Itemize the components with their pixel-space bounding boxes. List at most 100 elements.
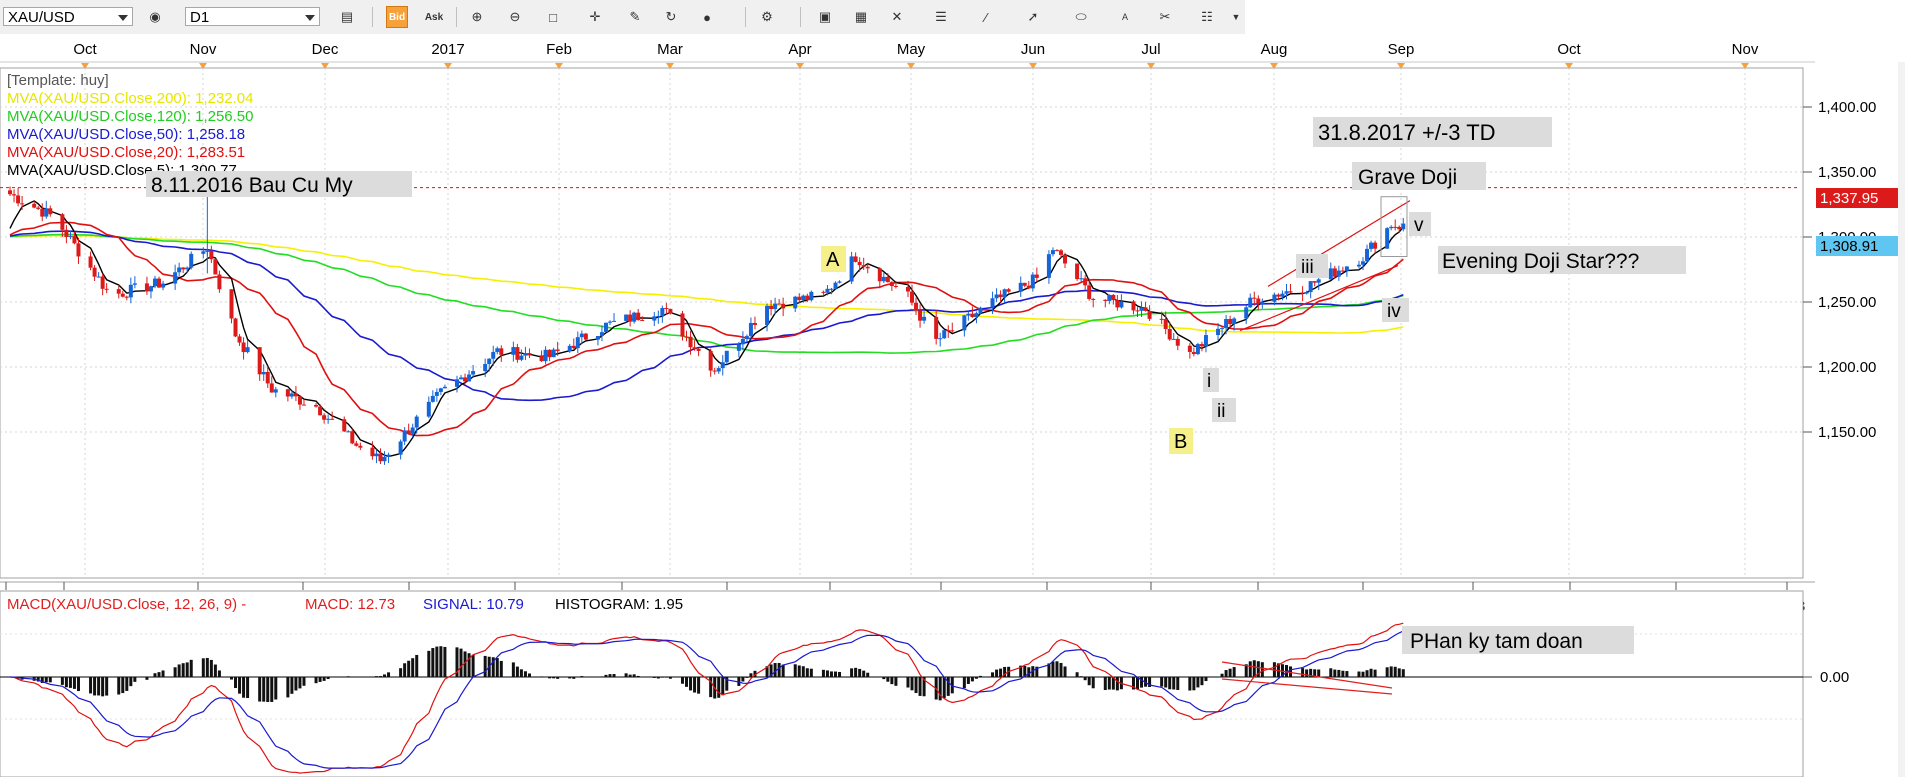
evening-doji-box bbox=[1438, 246, 1686, 274]
candle-body bbox=[314, 404, 319, 407]
macd-histogram-bar bbox=[797, 665, 801, 677]
symbol-select[interactable]: XAU/USD bbox=[3, 7, 133, 26]
macd-histogram-bar bbox=[298, 677, 302, 689]
month-marker-icon bbox=[907, 63, 915, 69]
zoom-icon[interactable]: ⊕ bbox=[471, 9, 483, 24]
bid-button[interactable]: Bid bbox=[386, 6, 408, 28]
candle-body bbox=[1252, 297, 1257, 299]
image-icon[interactable]: ▣ bbox=[818, 9, 832, 24]
macd-histogram-bar bbox=[1373, 669, 1377, 677]
refresh-icon[interactable]: ↻ bbox=[665, 9, 677, 24]
link-icon[interactable]: ◉ bbox=[149, 9, 161, 24]
toolbar: XAU/USD ◉ D1 ▤ Bid Ask ⊕ ⊖ □ ✛ ✎ ↻ ● ⚙ ▣… bbox=[0, 0, 1245, 35]
trendline-icon[interactable]: ➚ bbox=[1027, 9, 1039, 24]
macd-histogram-bar bbox=[793, 664, 797, 677]
candle-body bbox=[865, 266, 870, 269]
candle-body bbox=[1018, 282, 1023, 292]
candle-body bbox=[712, 370, 717, 372]
macd-histogram-bar bbox=[709, 677, 713, 698]
macd-histogram-bar bbox=[745, 677, 749, 678]
eraser-icon[interactable]: ✂ bbox=[1159, 9, 1171, 24]
candle-body bbox=[1276, 294, 1281, 297]
ask-button[interactable]: Ask bbox=[424, 11, 444, 23]
macd-histogram-bar bbox=[1019, 665, 1023, 677]
candle-body bbox=[297, 396, 302, 405]
candle-body bbox=[261, 371, 266, 375]
ellipse-icon[interactable]: ⬭ bbox=[1075, 9, 1087, 24]
macd-histogram-bar bbox=[1232, 667, 1236, 677]
wave-v-label: v bbox=[1414, 215, 1424, 236]
timeframe-select[interactable]: D1 bbox=[185, 7, 320, 26]
candle-body bbox=[322, 415, 327, 420]
candle-body bbox=[1344, 266, 1349, 271]
candle-body bbox=[1256, 298, 1261, 304]
drawing-tools-icon[interactable]: ✕ bbox=[891, 9, 903, 24]
macd-histogram-bar bbox=[1256, 661, 1260, 677]
candle-body bbox=[100, 276, 105, 289]
candle-body bbox=[398, 441, 403, 455]
macd-histogram-bar bbox=[1055, 661, 1059, 677]
candle-body bbox=[1280, 293, 1285, 297]
macd-histogram-bar bbox=[829, 671, 833, 677]
month-label: Dec bbox=[312, 41, 339, 58]
candle-body bbox=[48, 208, 53, 215]
macd-histogram-bar bbox=[1091, 677, 1095, 689]
zoom-out-icon[interactable]: ⊖ bbox=[509, 9, 521, 24]
fibonacci-icon[interactable]: ∕ bbox=[984, 9, 988, 25]
macd-histogram-bar bbox=[97, 677, 101, 696]
ruler-icon[interactable]: ⚙ bbox=[761, 9, 773, 24]
zoom-fit-icon[interactable]: □ bbox=[549, 9, 557, 25]
macd-histogram-bar bbox=[970, 677, 974, 682]
text-tool-icon[interactable]: A bbox=[1121, 12, 1128, 22]
candle-body bbox=[1308, 281, 1313, 293]
macd-histogram-bar bbox=[1079, 676, 1083, 677]
macd-histogram-bar bbox=[938, 677, 942, 701]
macd-histogram-bar bbox=[262, 677, 266, 702]
candle-body bbox=[893, 285, 898, 287]
candle-body bbox=[161, 283, 166, 288]
candle-body bbox=[1167, 328, 1172, 340]
macd-histogram-bar bbox=[1329, 668, 1333, 677]
ma20-line bbox=[9, 221, 1404, 437]
month-marker-icon bbox=[81, 63, 89, 69]
macd-histogram-bar bbox=[978, 675, 982, 677]
candle-body bbox=[60, 214, 65, 230]
crosshair-icon[interactable]: ✛ bbox=[589, 9, 601, 24]
macd-histogram-bar bbox=[374, 676, 378, 677]
macd-histogram bbox=[12, 646, 1405, 702]
symbol-value: XAU/USD bbox=[8, 9, 75, 26]
macd-histogram-bar bbox=[753, 670, 757, 677]
macd-histogram-bar bbox=[1168, 677, 1172, 690]
macd-histogram-bar bbox=[773, 663, 777, 677]
globe-icon[interactable]: ● bbox=[703, 9, 711, 25]
wave-iv-label: iv bbox=[1387, 301, 1401, 322]
object-tree-icon[interactable]: ☷ bbox=[1201, 9, 1213, 24]
candle-body bbox=[833, 282, 838, 289]
toolbar-more-icon[interactable]: ▼ bbox=[1231, 12, 1241, 22]
macd-histogram-bar bbox=[439, 646, 443, 677]
macd-histogram-bar bbox=[1051, 661, 1055, 677]
candle-body bbox=[32, 203, 37, 208]
candle-body bbox=[595, 336, 600, 340]
properties-icon[interactable]: ✎ bbox=[629, 9, 641, 24]
divergence-note: PHan ky tam doan bbox=[1410, 630, 1583, 653]
candle-body bbox=[825, 288, 830, 293]
candle-body bbox=[1006, 289, 1011, 292]
channel-upper-line bbox=[1267, 200, 1411, 287]
candle-body bbox=[402, 430, 407, 442]
macd-histogram-bar bbox=[922, 677, 926, 697]
vertical-scrollbar[interactable] bbox=[1898, 62, 1905, 777]
candlesticks bbox=[8, 186, 1406, 465]
macd-histogram-bar bbox=[1160, 677, 1164, 687]
candle-body bbox=[1111, 294, 1116, 301]
lines-icon[interactable]: ☰ bbox=[935, 9, 947, 24]
candle-body bbox=[656, 315, 661, 317]
macd-histogram-bar bbox=[858, 668, 862, 677]
template-icon[interactable]: ▦ bbox=[854, 9, 868, 24]
candle-body bbox=[217, 274, 222, 290]
candle-body bbox=[483, 364, 488, 372]
macd-histogram-bar bbox=[1361, 671, 1365, 677]
candle-body bbox=[68, 236, 73, 238]
chart-type-icon[interactable]: ▤ bbox=[340, 9, 354, 24]
price-tick-label: 1,200.00 bbox=[1818, 359, 1876, 376]
